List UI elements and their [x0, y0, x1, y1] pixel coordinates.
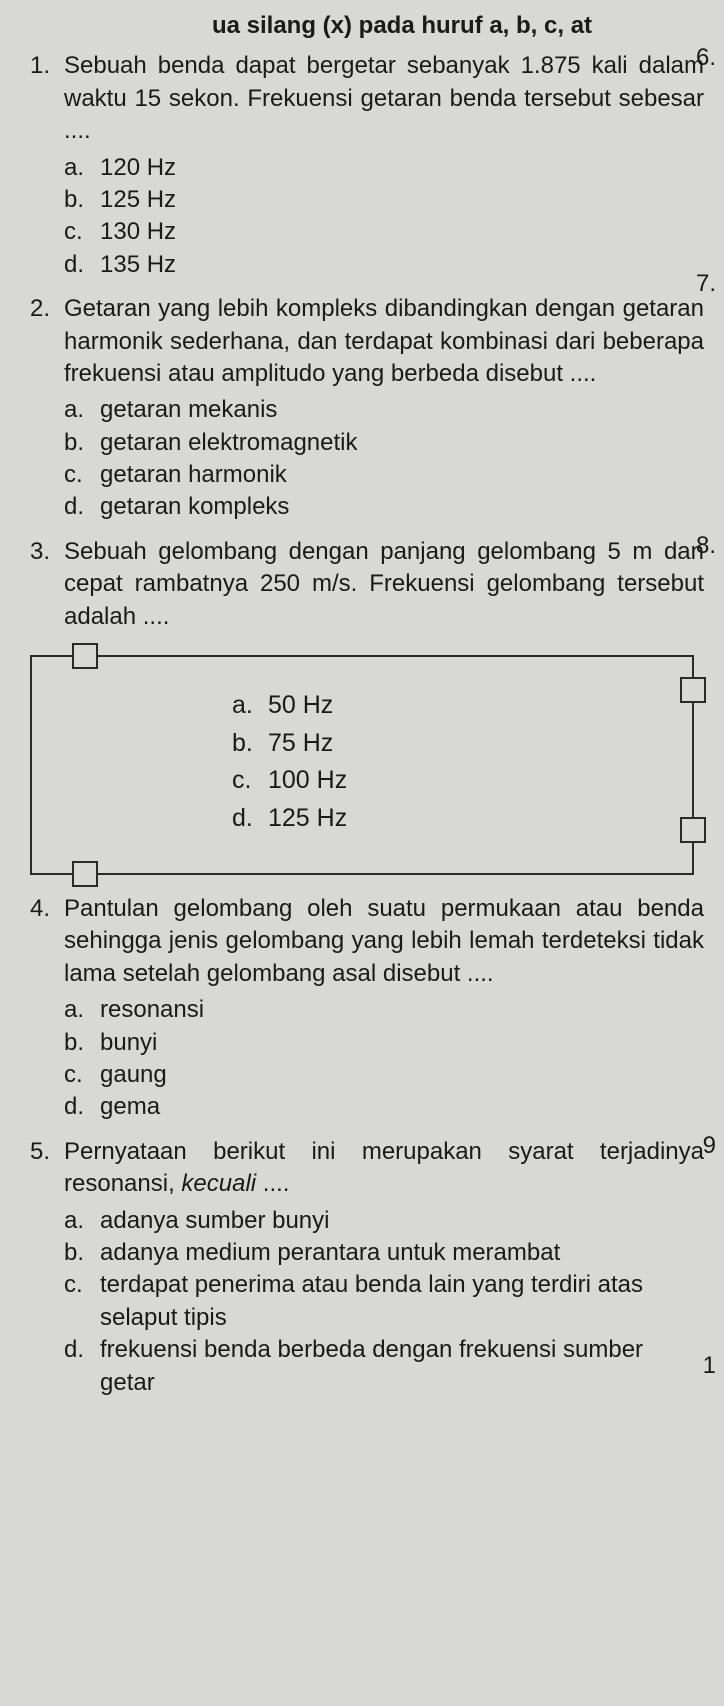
- q1-text: Sebuah benda dapat bergetar sebanyak 1.8…: [64, 50, 704, 147]
- q4-opt-b-t: bunyi: [100, 1027, 704, 1059]
- q5-opt-b-l: b.: [64, 1237, 100, 1269]
- q3-options: a.50 Hz b.75 Hz c.100 Hz d.125 Hz: [232, 687, 672, 837]
- q4-opt-c-t: gaung: [100, 1059, 704, 1091]
- q5-opt-d-l: d.: [64, 1334, 100, 1399]
- q3-opt-d-t: 125 Hz: [268, 800, 672, 838]
- q4-opt-d-t: gema: [100, 1091, 704, 1123]
- q1-opt-b-t: 125 Hz: [100, 184, 704, 216]
- q4-opt-a-t: resonansi: [100, 994, 704, 1026]
- q5-opt-a-t: adanya sumber bunyi: [100, 1205, 704, 1237]
- q1-opt-a-l: a.: [64, 152, 100, 184]
- q5-opt-b-t: adanya medium perantara untuk merambat: [100, 1237, 704, 1269]
- question-1: 1. Sebuah benda dapat bergetar sebanyak …: [20, 50, 704, 281]
- corner-tr-icon: [680, 677, 706, 703]
- question-3: 3. Sebuah gelombang dengan panjang gelom…: [20, 536, 704, 637]
- q3-opt-c-l: c.: [232, 762, 268, 800]
- q5-text-italic: kecuali: [181, 1170, 256, 1197]
- right-q1b: 1: [703, 1350, 716, 1382]
- q1-opt-d-l: d.: [64, 249, 100, 281]
- question-4: 4. Pantulan gelombang oleh suatu permuka…: [20, 893, 704, 1124]
- q2-options: a.getaran mekanis b.getaran elektromagne…: [64, 394, 704, 524]
- q4-opt-a-l: a.: [64, 994, 100, 1026]
- q1-opt-b-l: b.: [64, 184, 100, 216]
- right-q8: 8.: [696, 530, 716, 562]
- q4-opt-c-l: c.: [64, 1059, 100, 1091]
- q5-opt-c-l: c.: [64, 1269, 100, 1334]
- q1-opt-a-t: 120 Hz: [100, 152, 704, 184]
- q4-opt-b-l: b.: [64, 1027, 100, 1059]
- q1-options: a.120 Hz b.125 Hz c.130 Hz d.135 Hz: [64, 152, 704, 282]
- question-2: 2. Getaran yang lebih kompleks dibanding…: [20, 293, 704, 524]
- q2-opt-b-l: b.: [64, 427, 100, 459]
- corner-tl-icon: [72, 643, 98, 669]
- q1-number: 1.: [20, 50, 64, 281]
- corner-br-icon: [680, 817, 706, 843]
- q2-number: 2.: [20, 293, 64, 524]
- q3-opt-a-t: 50 Hz: [268, 687, 672, 725]
- q2-opt-a-t: getaran mekanis: [100, 394, 704, 426]
- right-q9: 9: [703, 1130, 716, 1162]
- q4-opt-d-l: d.: [64, 1091, 100, 1123]
- q3-text: Sebuah gelombang dengan panjang gelomban…: [64, 536, 704, 633]
- q1-opt-c-l: c.: [64, 216, 100, 248]
- q5-options: a.adanya sumber bunyi b.adanya medium pe…: [64, 1205, 704, 1399]
- q2-opt-c-l: c.: [64, 459, 100, 491]
- q3-opt-d-l: d.: [232, 800, 268, 838]
- q4-number: 4.: [20, 893, 64, 1124]
- corner-bl-icon: [72, 861, 98, 887]
- q5-number: 5.: [20, 1136, 64, 1399]
- q5-opt-d-t: frekuensi benda berbeda dengan frekuensi…: [100, 1334, 704, 1399]
- q5-opt-a-l: a.: [64, 1205, 100, 1237]
- q2-opt-a-l: a.: [64, 394, 100, 426]
- header-instruction: ua silang (x) pada huruf a, b, c, at: [20, 10, 704, 42]
- q3-boxed-frame: a.50 Hz b.75 Hz c.100 Hz d.125 Hz: [30, 655, 694, 875]
- q2-opt-c-t: getaran harmonik: [100, 459, 704, 491]
- q5-opt-c-t: terdapat penerima atau benda lain yang t…: [100, 1269, 704, 1334]
- q3-opt-b-l: b.: [232, 725, 268, 763]
- q5-text-pre: Pernyataan berikut ini merupakan syarat …: [64, 1138, 704, 1197]
- question-5: 5. Pernyataan berikut ini merupakan syar…: [20, 1136, 704, 1399]
- q4-text: Pantulan gelombang oleh suatu permukaan …: [64, 893, 704, 990]
- right-q6: 6.: [696, 42, 716, 74]
- q2-opt-b-t: getaran elektromagnetik: [100, 427, 704, 459]
- q3-opt-b-t: 75 Hz: [268, 725, 672, 763]
- q5-text-post: ....: [256, 1170, 289, 1197]
- q1-opt-d-t: 135 Hz: [100, 249, 704, 281]
- q4-options: a.resonansi b.bunyi c.gaung d.gema: [64, 994, 704, 1124]
- q2-opt-d-t: getaran kompleks: [100, 491, 704, 523]
- q2-opt-d-l: d.: [64, 491, 100, 523]
- q1-opt-c-t: 130 Hz: [100, 216, 704, 248]
- q3-number: 3.: [20, 536, 64, 637]
- q2-text: Getaran yang lebih kompleks dibandingkan…: [64, 293, 704, 390]
- q3-opt-c-t: 100 Hz: [268, 762, 672, 800]
- right-q7: 7.: [696, 268, 716, 300]
- q3-opt-a-l: a.: [232, 687, 268, 725]
- q5-text: Pernyataan berikut ini merupakan syarat …: [64, 1136, 704, 1201]
